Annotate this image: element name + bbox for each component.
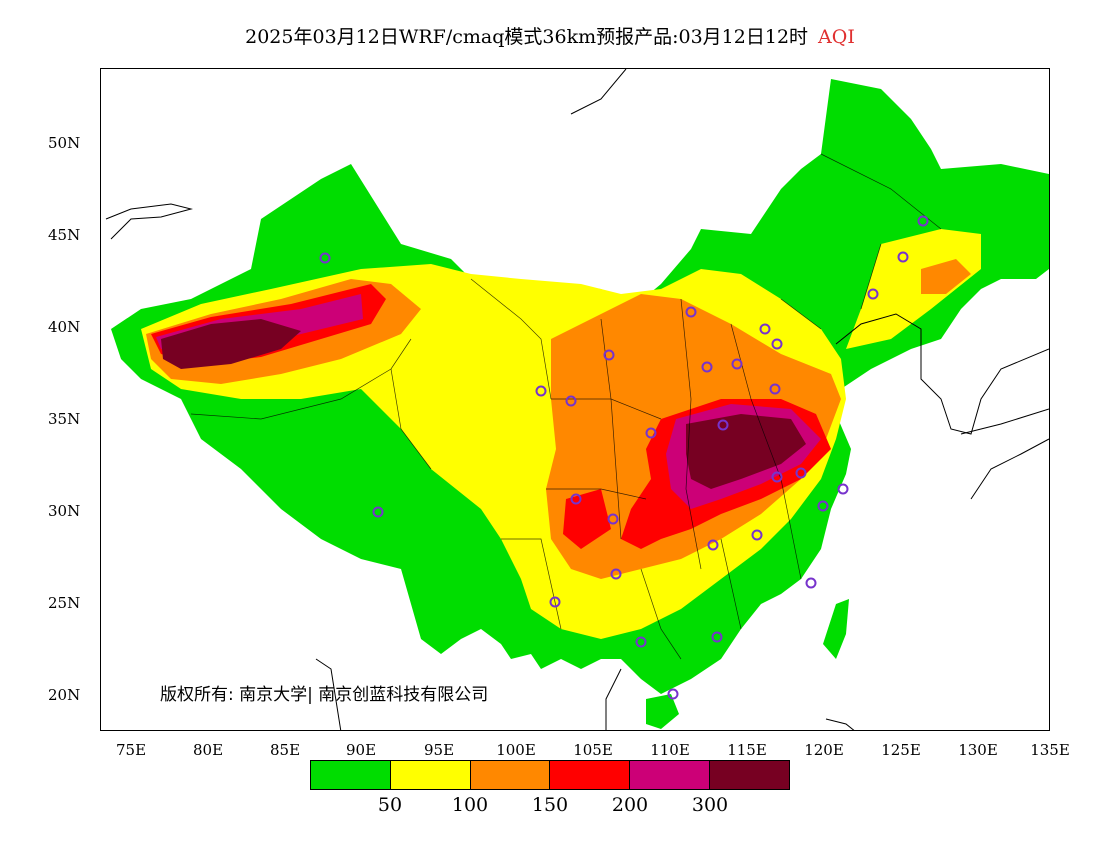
legend-tick-300: 300 xyxy=(691,794,729,816)
map-frame xyxy=(100,68,1050,731)
legend-swatch-3 xyxy=(470,761,551,789)
lon-label-90e: 90E xyxy=(345,741,377,759)
lon-label-135e: 135E xyxy=(1030,741,1070,759)
lon-label-75e: 75E xyxy=(115,741,147,759)
lon-label-110e: 110E xyxy=(650,741,690,759)
region-red xyxy=(151,284,831,549)
lat-label-40n: 40N xyxy=(48,318,81,336)
lon-label-95e: 95E xyxy=(423,741,455,759)
lat-label-50n: 50N xyxy=(48,134,81,152)
legend-swatch-6 xyxy=(710,761,789,789)
lon-label-100e: 100E xyxy=(496,741,536,759)
lat-label-45n: 45N xyxy=(48,226,81,244)
aqi-legend-bar xyxy=(310,760,790,790)
lon-label-125e: 125E xyxy=(881,741,921,759)
copyright-text: 版权所有: 南京大学| 南京创蓝科技有限公司 xyxy=(160,685,489,705)
aqi-map xyxy=(105,69,1049,730)
country-outlines xyxy=(105,69,1049,730)
lon-label-105e: 105E xyxy=(573,741,613,759)
lat-label-30n: 30N xyxy=(48,502,81,520)
station-markers xyxy=(319,215,929,700)
lon-label-120e: 120E xyxy=(804,741,844,759)
region-maroon xyxy=(161,319,806,489)
legend-tick-100: 100 xyxy=(451,794,489,816)
lon-label-80e: 80E xyxy=(192,741,224,759)
lon-label-115e: 115E xyxy=(727,741,767,759)
legend-swatch-4 xyxy=(550,761,631,789)
legend-swatch-2 xyxy=(390,761,471,789)
legend-swatch-5 xyxy=(630,761,711,789)
region-hainan xyxy=(646,694,679,729)
lon-label-85e: 85E xyxy=(269,741,301,759)
lat-label-35n: 35N xyxy=(48,410,81,428)
region-orange-northeast xyxy=(921,259,971,294)
lon-label-130e: 130E xyxy=(958,741,998,759)
legend-tick-50: 50 xyxy=(377,794,403,816)
title-text: 2025年03月12日WRF/cmaq模式36km预报产品:03月12日12时 xyxy=(245,26,809,48)
map-title: 2025年03月12日WRF/cmaq模式36km预报产品:03月12日12时 A… xyxy=(0,22,1100,49)
legend-tick-150: 150 xyxy=(531,794,569,816)
region-taiwan xyxy=(823,599,849,659)
lat-label-20n: 20N xyxy=(48,686,81,704)
title-aqi-label: AQI xyxy=(818,26,855,48)
lat-label-25n: 25N xyxy=(48,594,81,612)
legend-swatch-1 xyxy=(311,761,391,789)
legend-tick-200: 200 xyxy=(611,794,649,816)
